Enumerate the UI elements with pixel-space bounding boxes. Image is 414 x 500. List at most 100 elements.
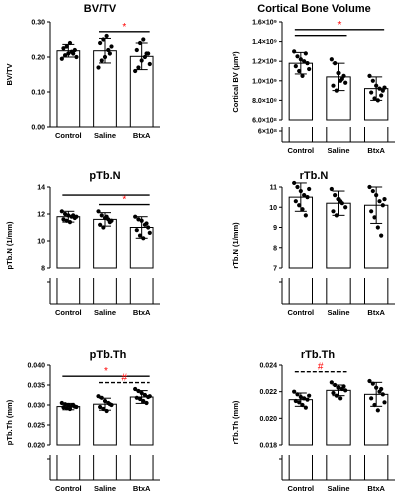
ptbn-significance-marker: * [122, 195, 126, 206]
cortical-data-point [331, 83, 336, 88]
ptbn-data-point [141, 236, 146, 241]
bvtv-ytick-label: 0.10 [31, 90, 45, 97]
cortical-significance-marker: * [338, 20, 342, 31]
ptbn-title: pTb.N [89, 170, 120, 182]
rtbth-title: rTb.Th [301, 349, 335, 361]
cortical-ytick-label: 1.0×10⁹ [252, 78, 277, 85]
ptbth-data-point [133, 386, 138, 392]
bvtv-data-point [134, 47, 139, 53]
bvtv-ytick-label: 0.30 [31, 20, 45, 27]
rtbth-data-point [367, 378, 372, 384]
ptbth-significance-marker: # [122, 373, 128, 384]
rtbth-data-point [305, 397, 310, 402]
cortical-xtick-label: BtxA [367, 146, 385, 155]
ptbth-data-point [64, 406, 69, 411]
rtbth-data-point [338, 396, 343, 401]
ptbn-bar-control [56, 216, 81, 269]
ptbn-ytick-label: 12 [37, 212, 45, 219]
ptbth-data-point [137, 396, 143, 402]
ptbth-ylabel: pTb.Th (mm) [5, 399, 14, 445]
cortical-data-point [300, 73, 305, 78]
ptbn-data-point [71, 213, 76, 218]
ptbth-significance-marker: * [104, 366, 108, 377]
panel-cortical: Cortical Bone Volume 1.6×10⁹ 1.4×10⁹ 1.2×10… [231, 3, 395, 155]
cortical-data-point [307, 66, 312, 72]
cortical-data-point [329, 57, 334, 62]
rtbth-data-point [379, 386, 384, 392]
ptbth-bar-control [56, 406, 81, 446]
cortical-data-point [298, 57, 303, 62]
ptbth-data-point [134, 395, 139, 400]
bvtv-data-point [67, 40, 73, 46]
rtbth-data-point [369, 396, 374, 401]
rtbn-ytick-label: 11 [270, 185, 278, 192]
rtbth-data-point [334, 393, 339, 398]
rtbn-data-point [295, 184, 300, 190]
cortical-data-point [297, 68, 302, 74]
rtbn-ytick-label: 10 [269, 205, 277, 212]
rtbth-ytick-label: 0.024 [259, 363, 277, 370]
cortical-ytick-label: 8.0×10⁸ [252, 98, 277, 105]
ptbth-data-point [136, 388, 141, 394]
rtbn-data-point [370, 188, 375, 194]
bvtv-data-point [141, 37, 146, 42]
bvtv-data-point [98, 40, 103, 46]
ptbn-data-point [136, 217, 141, 222]
cortical-data-point [372, 96, 377, 101]
rtbn-data-point [305, 195, 310, 200]
ptbn-data-point [147, 230, 152, 235]
bvtv-data-point [133, 68, 138, 74]
cortical-xtick-label: Saline [327, 146, 349, 155]
cortical-ytick-label: 6.0×10⁸ [252, 118, 277, 125]
ptbth-data-point [62, 402, 68, 407]
rtbn-ytick-label: 9 [273, 225, 277, 232]
bvtv-data-point [136, 65, 141, 70]
cortical-data-point [292, 49, 297, 54]
bvtv-data-point [99, 58, 104, 63]
rtbn-data-point [334, 213, 339, 218]
ptbn-xtick-label: BtxA [133, 308, 151, 317]
ptbth-title: pTb.Th [90, 349, 127, 361]
rtbn-data-point [343, 205, 348, 210]
cortical-xtick-label: Control [287, 146, 314, 155]
ptbth-data-point [139, 390, 144, 396]
bvtv-data-point [139, 58, 144, 63]
rtbth-data-point [336, 385, 341, 390]
ptbth-data-point [59, 400, 64, 406]
bvtv-data-point [62, 53, 68, 58]
ptbth-data-point [99, 395, 104, 400]
bvtv-data-point [107, 51, 112, 56]
cortical-ytick-label: 6×10⁸ [258, 129, 277, 136]
rtbth-data-point [372, 402, 377, 408]
rtbn-data-point [333, 193, 338, 198]
rtbn-data-point [292, 180, 297, 186]
bvtv-xtick-label: Saline [94, 131, 116, 140]
cortical-data-point [305, 61, 310, 66]
rtbn-data-point [307, 186, 312, 192]
ptbth-data-point [67, 406, 73, 412]
ptbn-data-point [66, 213, 71, 218]
ptbn-data-point [101, 225, 106, 230]
rtbn-data-point [297, 203, 302, 208]
ptbn-data-point [144, 221, 149, 226]
cortical-data-point [379, 93, 384, 98]
cortical-data-point [295, 54, 300, 59]
rtbth-data-point [297, 400, 302, 405]
ptbth-data-point [71, 402, 76, 408]
ptbth-ytick-label: 0.020 [27, 443, 45, 450]
rtbn-xtick-label: Saline [327, 308, 349, 317]
bvtv-data-point [147, 61, 152, 67]
cortical-data-point [374, 83, 379, 88]
cortical-data-point [369, 90, 374, 95]
rtbth-data-point [293, 398, 298, 404]
bvtv-data-point [96, 65, 101, 70]
bvtv-data-point [137, 40, 143, 46]
ptbth-data-point [102, 398, 108, 404]
ptbn-data-point [64, 218, 69, 223]
bvtv-ytick-label: 0.20 [31, 55, 45, 62]
rtbn-data-point [329, 186, 334, 192]
ptbn-xtick-label: Saline [94, 308, 116, 317]
rtbth-ylabel: rTb.Th (mm) [231, 400, 240, 444]
ptbth-ytick-label: 0.035 [27, 383, 45, 390]
